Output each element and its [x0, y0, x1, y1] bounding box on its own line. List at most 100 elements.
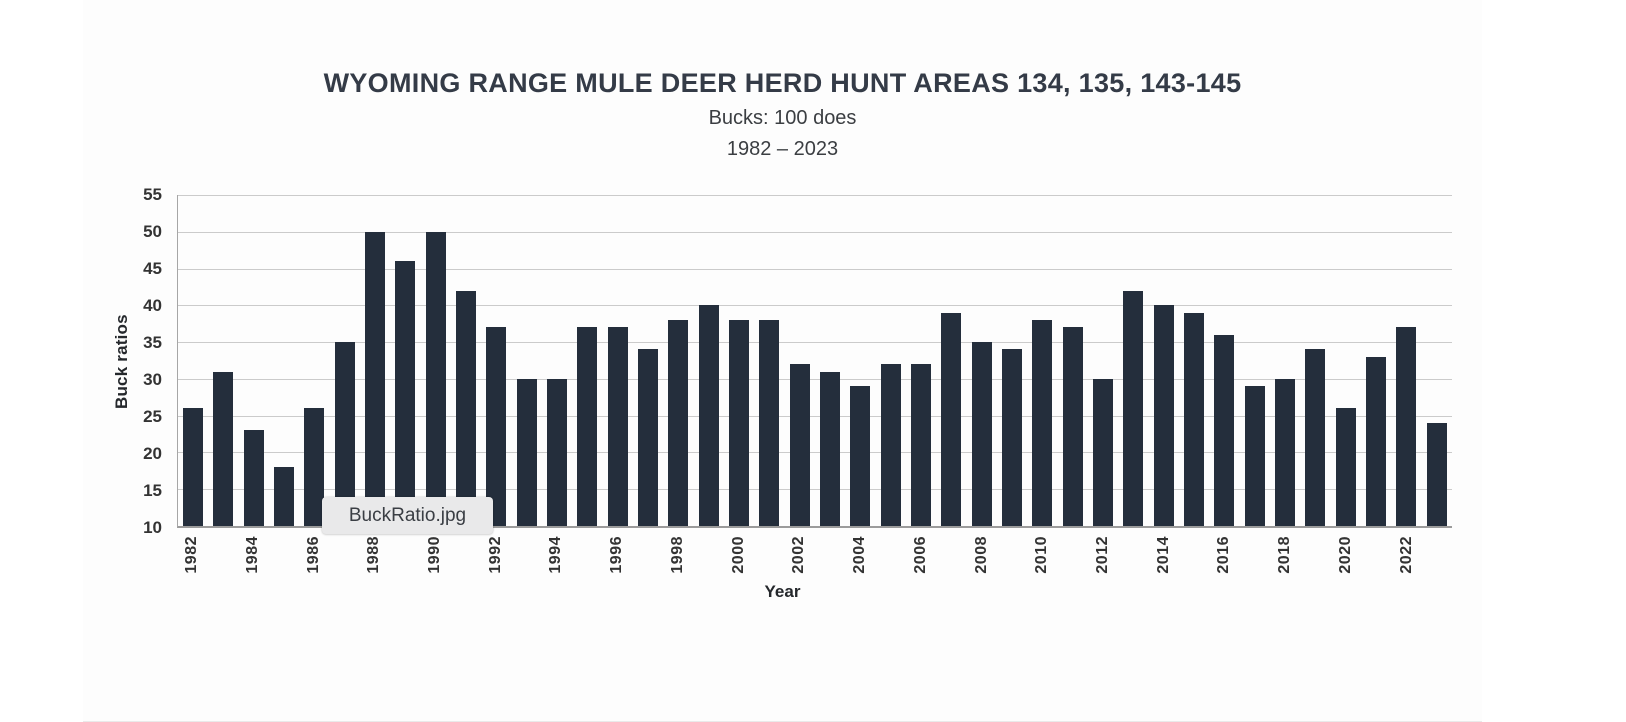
- bar-slot: [1179, 195, 1209, 526]
- bar-1984: [243, 430, 264, 526]
- x-tick-slot: [1300, 536, 1330, 588]
- bar-slot: [1239, 195, 1269, 526]
- bar-slot: [542, 195, 572, 526]
- bar-1985: [274, 467, 295, 526]
- bar-slot: [1088, 195, 1118, 526]
- bar-slot: [1391, 195, 1421, 526]
- bar-slot: [269, 195, 299, 526]
- x-tick-slot: [693, 536, 723, 588]
- bar-2011: [1062, 327, 1083, 526]
- x-tick-slot: 1992: [481, 536, 511, 588]
- bar-slot: [390, 195, 420, 526]
- x-tick-slot: 2008: [966, 536, 996, 588]
- x-tick-label: 2002: [790, 536, 808, 574]
- bar-2017: [1244, 386, 1265, 526]
- x-tick-slot: [268, 536, 298, 588]
- y-tick-label: 25: [143, 406, 162, 426]
- x-tick-slot: [875, 536, 905, 588]
- bar-2014: [1153, 305, 1174, 526]
- x-tick-slot: 2018: [1270, 536, 1300, 588]
- gridline: [178, 452, 1452, 454]
- x-tick-slot: [1057, 536, 1087, 588]
- x-tick-label: 2000: [729, 536, 747, 574]
- bar-slot: [1027, 195, 1057, 526]
- gridline: [178, 195, 1452, 196]
- bar-slot: [239, 195, 269, 526]
- plot-area: [177, 195, 1452, 528]
- y-tick-label: 55: [143, 185, 162, 204]
- gridline: [178, 231, 1452, 233]
- bar-2000: [729, 320, 750, 526]
- bar-slot: [785, 195, 815, 526]
- x-tick-slot: 2004: [845, 536, 875, 588]
- x-tick-slot: 2000: [723, 536, 753, 588]
- bars: [178, 195, 1452, 526]
- bar-2018: [1274, 378, 1295, 526]
- x-tick-slot: 2016: [1209, 536, 1239, 588]
- x-tick-label: 1996: [608, 536, 626, 574]
- bar-slot: [1270, 195, 1300, 526]
- bar-1987: [334, 342, 355, 526]
- x-tick-slot: [450, 536, 480, 588]
- y-tick-label: 35: [143, 332, 162, 352]
- x-tick-slot: 2010: [1027, 536, 1057, 588]
- bar-slot: [1118, 195, 1148, 526]
- bar-2009: [1002, 349, 1023, 526]
- x-tick-label: 2010: [1033, 536, 1051, 574]
- gridline: [178, 305, 1452, 307]
- bar-slot: [603, 195, 633, 526]
- bar-2005: [880, 364, 901, 526]
- bar-slot: [421, 195, 451, 526]
- bar-slot: [754, 195, 784, 526]
- bar-1983: [213, 371, 234, 526]
- gridline: [178, 378, 1452, 380]
- bar-2003: [820, 371, 841, 526]
- filename-tooltip: BuckRatio.jpg: [322, 497, 493, 534]
- chart-title: WYOMING RANGE MULE DEER HERD HUNT AREAS …: [323, 68, 1242, 98]
- x-tick-label: 1986: [304, 536, 322, 574]
- x-tick-slot: 1988: [359, 536, 389, 588]
- bar-slot: [178, 195, 208, 526]
- x-tick-slot: [207, 536, 237, 588]
- y-axis-labels: 10 15 20 25 30 35 40 45 50 55: [96, 185, 168, 537]
- x-tick-slot: [815, 536, 845, 588]
- gridlines: [178, 195, 1452, 526]
- bar-slot: [451, 195, 481, 526]
- bar-slot: [512, 195, 542, 526]
- bar-2007: [941, 312, 962, 526]
- bar-1995: [577, 327, 598, 526]
- bar-2020: [1335, 408, 1356, 526]
- bar-2016: [1214, 334, 1235, 526]
- bar-slot: [208, 195, 238, 526]
- bar-slot: [481, 195, 511, 526]
- x-tick-label: 2004: [851, 536, 869, 574]
- bar-2013: [1123, 290, 1144, 526]
- x-tick-slot: 2006: [906, 536, 936, 588]
- bar-slot: [967, 195, 997, 526]
- bar-2010: [1032, 320, 1053, 526]
- x-tick-slot: [329, 536, 359, 588]
- bar-slot: [694, 195, 724, 526]
- x-tick-label: 2014: [1154, 536, 1172, 574]
- bar-slot: [815, 195, 845, 526]
- y-tick-label: 10: [143, 518, 162, 537]
- x-tick-label: 2012: [1093, 536, 1111, 574]
- bar-1991: [456, 290, 477, 526]
- bar-slot: [1361, 195, 1391, 526]
- chart-subtitle: Bucks: 100 does: [708, 107, 857, 129]
- x-tick-slot: 1984: [238, 536, 268, 588]
- x-tick-slot: 1986: [298, 536, 328, 588]
- chart-period: 1982 – 2023: [726, 138, 839, 160]
- image-preview-pane: [83, 0, 1482, 722]
- x-tick-slot: [936, 536, 966, 588]
- bar-2001: [759, 320, 780, 526]
- bar-2012: [1093, 378, 1113, 526]
- bar-slot: [1209, 195, 1239, 526]
- y-tick-label: 20: [143, 444, 162, 463]
- x-tick-label: 2016: [1215, 536, 1233, 574]
- bar-slot: [1058, 195, 1088, 526]
- bar-slot: [724, 195, 754, 526]
- x-tick-label: 1994: [547, 536, 565, 574]
- bar-2008: [971, 342, 992, 526]
- bar-slot: [330, 195, 360, 526]
